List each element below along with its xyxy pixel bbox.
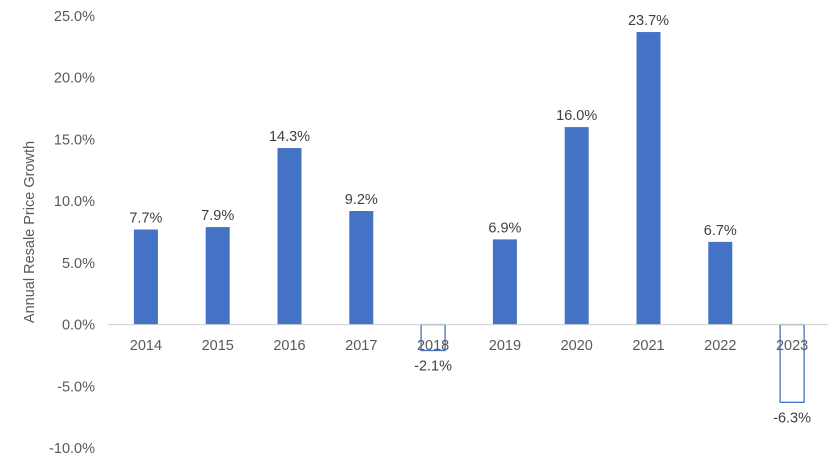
data-label-2020: 16.0% [556, 108, 597, 124]
y-axis-title: Annual Resale Price Growth [22, 141, 38, 323]
bars [133, 32, 805, 403]
x-tick-label: 2017 [345, 338, 377, 354]
bar-2022 [708, 241, 733, 325]
data-label-2021: 23.7% [628, 13, 669, 29]
x-tick-label: 2021 [632, 338, 664, 354]
data-label-2016: 14.3% [269, 129, 310, 145]
y-tick-label: 25.0% [54, 9, 95, 25]
bar-2021 [636, 32, 661, 325]
x-tick-label: 2014 [130, 338, 162, 354]
y-tick-label: 10.0% [54, 194, 95, 210]
x-tick-label: 2015 [202, 338, 234, 354]
data-label-2014: 7.7% [129, 211, 162, 227]
bar-2023 [779, 323, 805, 403]
bar-2016 [277, 148, 302, 325]
y-tick-label: 15.0% [54, 132, 95, 148]
data-labels: 7.7% 7.9% 14.3% 9.2% -2.1% 6.9% 16.0% 23.7% 6.7%… [129, 13, 811, 426]
bar-2015 [205, 227, 230, 325]
x-axis-ticks: 2014 2015 2016 2017 2018 2019 2020 2021 2022 2023 [130, 338, 808, 354]
y-tick-label: 20.0% [54, 71, 95, 87]
data-label-2015: 7.9% [201, 208, 234, 224]
bar-2020 [564, 127, 589, 325]
y-tick-label: 5.0% [62, 256, 95, 272]
bar-2019 [492, 239, 517, 325]
y-tick-label: 0.0% [62, 318, 95, 334]
y-axis-ticks: 25.0% 20.0% 15.0% 10.0% 5.0% 0.0% -5.0% -10.0% [49, 9, 95, 457]
x-tick-label: 2016 [273, 338, 305, 354]
data-label-2022: 6.7% [704, 223, 737, 239]
x-tick-label: 2019 [489, 338, 521, 354]
x-tick-label: 2022 [704, 338, 736, 354]
bar-2014 [133, 229, 158, 325]
y-tick-label: -10.0% [49, 441, 95, 457]
data-label-2023: -6.3% [773, 410, 811, 426]
y-tick-label: -5.0% [57, 379, 95, 395]
data-label-2018: -2.1% [414, 358, 452, 374]
x-tick-label: 2018 [417, 338, 449, 354]
data-label-2017: 9.2% [345, 192, 378, 208]
x-tick-label: 2020 [561, 338, 593, 354]
data-label-2019: 6.9% [488, 220, 521, 236]
bar-2018 [420, 323, 446, 352]
bar-2017 [349, 211, 374, 325]
x-tick-label: 2023 [776, 338, 808, 354]
